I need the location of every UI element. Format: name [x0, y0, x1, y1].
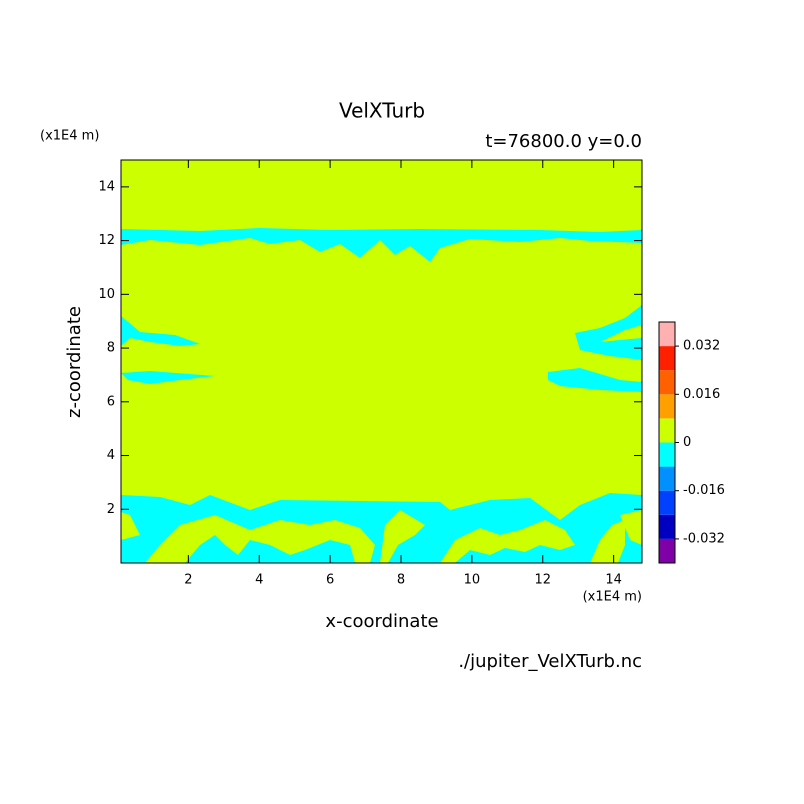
colorbar-tick-label: 0.016 [683, 387, 720, 402]
colorbar-band [659, 466, 675, 491]
colorbar-band [659, 346, 675, 371]
y-tick-label: 6 [107, 394, 115, 409]
x-tick-label: 10 [464, 573, 481, 588]
x-unit: (x1E4 m) [583, 590, 642, 605]
region [121, 316, 200, 346]
y-tick-label: 10 [98, 287, 115, 302]
colorbar-tick-label: 0 [683, 435, 691, 450]
region-gap [380, 510, 425, 563]
x-tick-label: 8 [397, 573, 405, 588]
colorbar-band [659, 490, 675, 515]
x-tick-label: 12 [534, 573, 551, 588]
region [548, 368, 642, 392]
plot-frame [120, 159, 643, 564]
x-tick-label: 14 [605, 573, 622, 588]
colorbar-band [659, 322, 675, 347]
colorbar-tick-label: 0.032 [683, 339, 720, 354]
plot-background [121, 160, 642, 563]
y-tick-label: 2 [107, 502, 115, 517]
colorbar-band [659, 370, 675, 395]
y-tick-label: 14 [98, 179, 115, 194]
region-gap [440, 520, 575, 563]
contour-holes [145, 510, 625, 563]
y-axis-label: z-coordinate [64, 306, 85, 418]
y-tick-label: 4 [107, 448, 115, 463]
y-unit: (x1E4 m) [40, 129, 99, 144]
chart-subtitle: t=76800.0 y=0.0 [485, 131, 642, 152]
colorbar-tick-label: -0.032 [683, 531, 725, 546]
x-tick-label: 4 [255, 573, 263, 588]
region [121, 371, 215, 384]
colorbar-band [659, 514, 675, 539]
chart-title: VelXTurb [339, 99, 425, 123]
y-tick-label: 8 [107, 341, 115, 356]
x-axis-label: x-coordinate [325, 611, 438, 632]
region-gap [145, 515, 375, 563]
region [575, 305, 642, 360]
colorbar-band [659, 418, 675, 443]
region-gap [590, 520, 625, 563]
colorbar-band [659, 442, 675, 467]
region [121, 228, 642, 262]
y-tick-label: 12 [98, 233, 115, 248]
colorbar-band [659, 394, 675, 419]
x-tick-label: 6 [326, 573, 334, 588]
source-label: ./jupiter_VelXTurb.nc [458, 651, 642, 672]
colorbar-band [659, 538, 675, 563]
x-tick-label: 2 [184, 573, 192, 588]
colorbar-tick-label: -0.016 [683, 483, 725, 498]
